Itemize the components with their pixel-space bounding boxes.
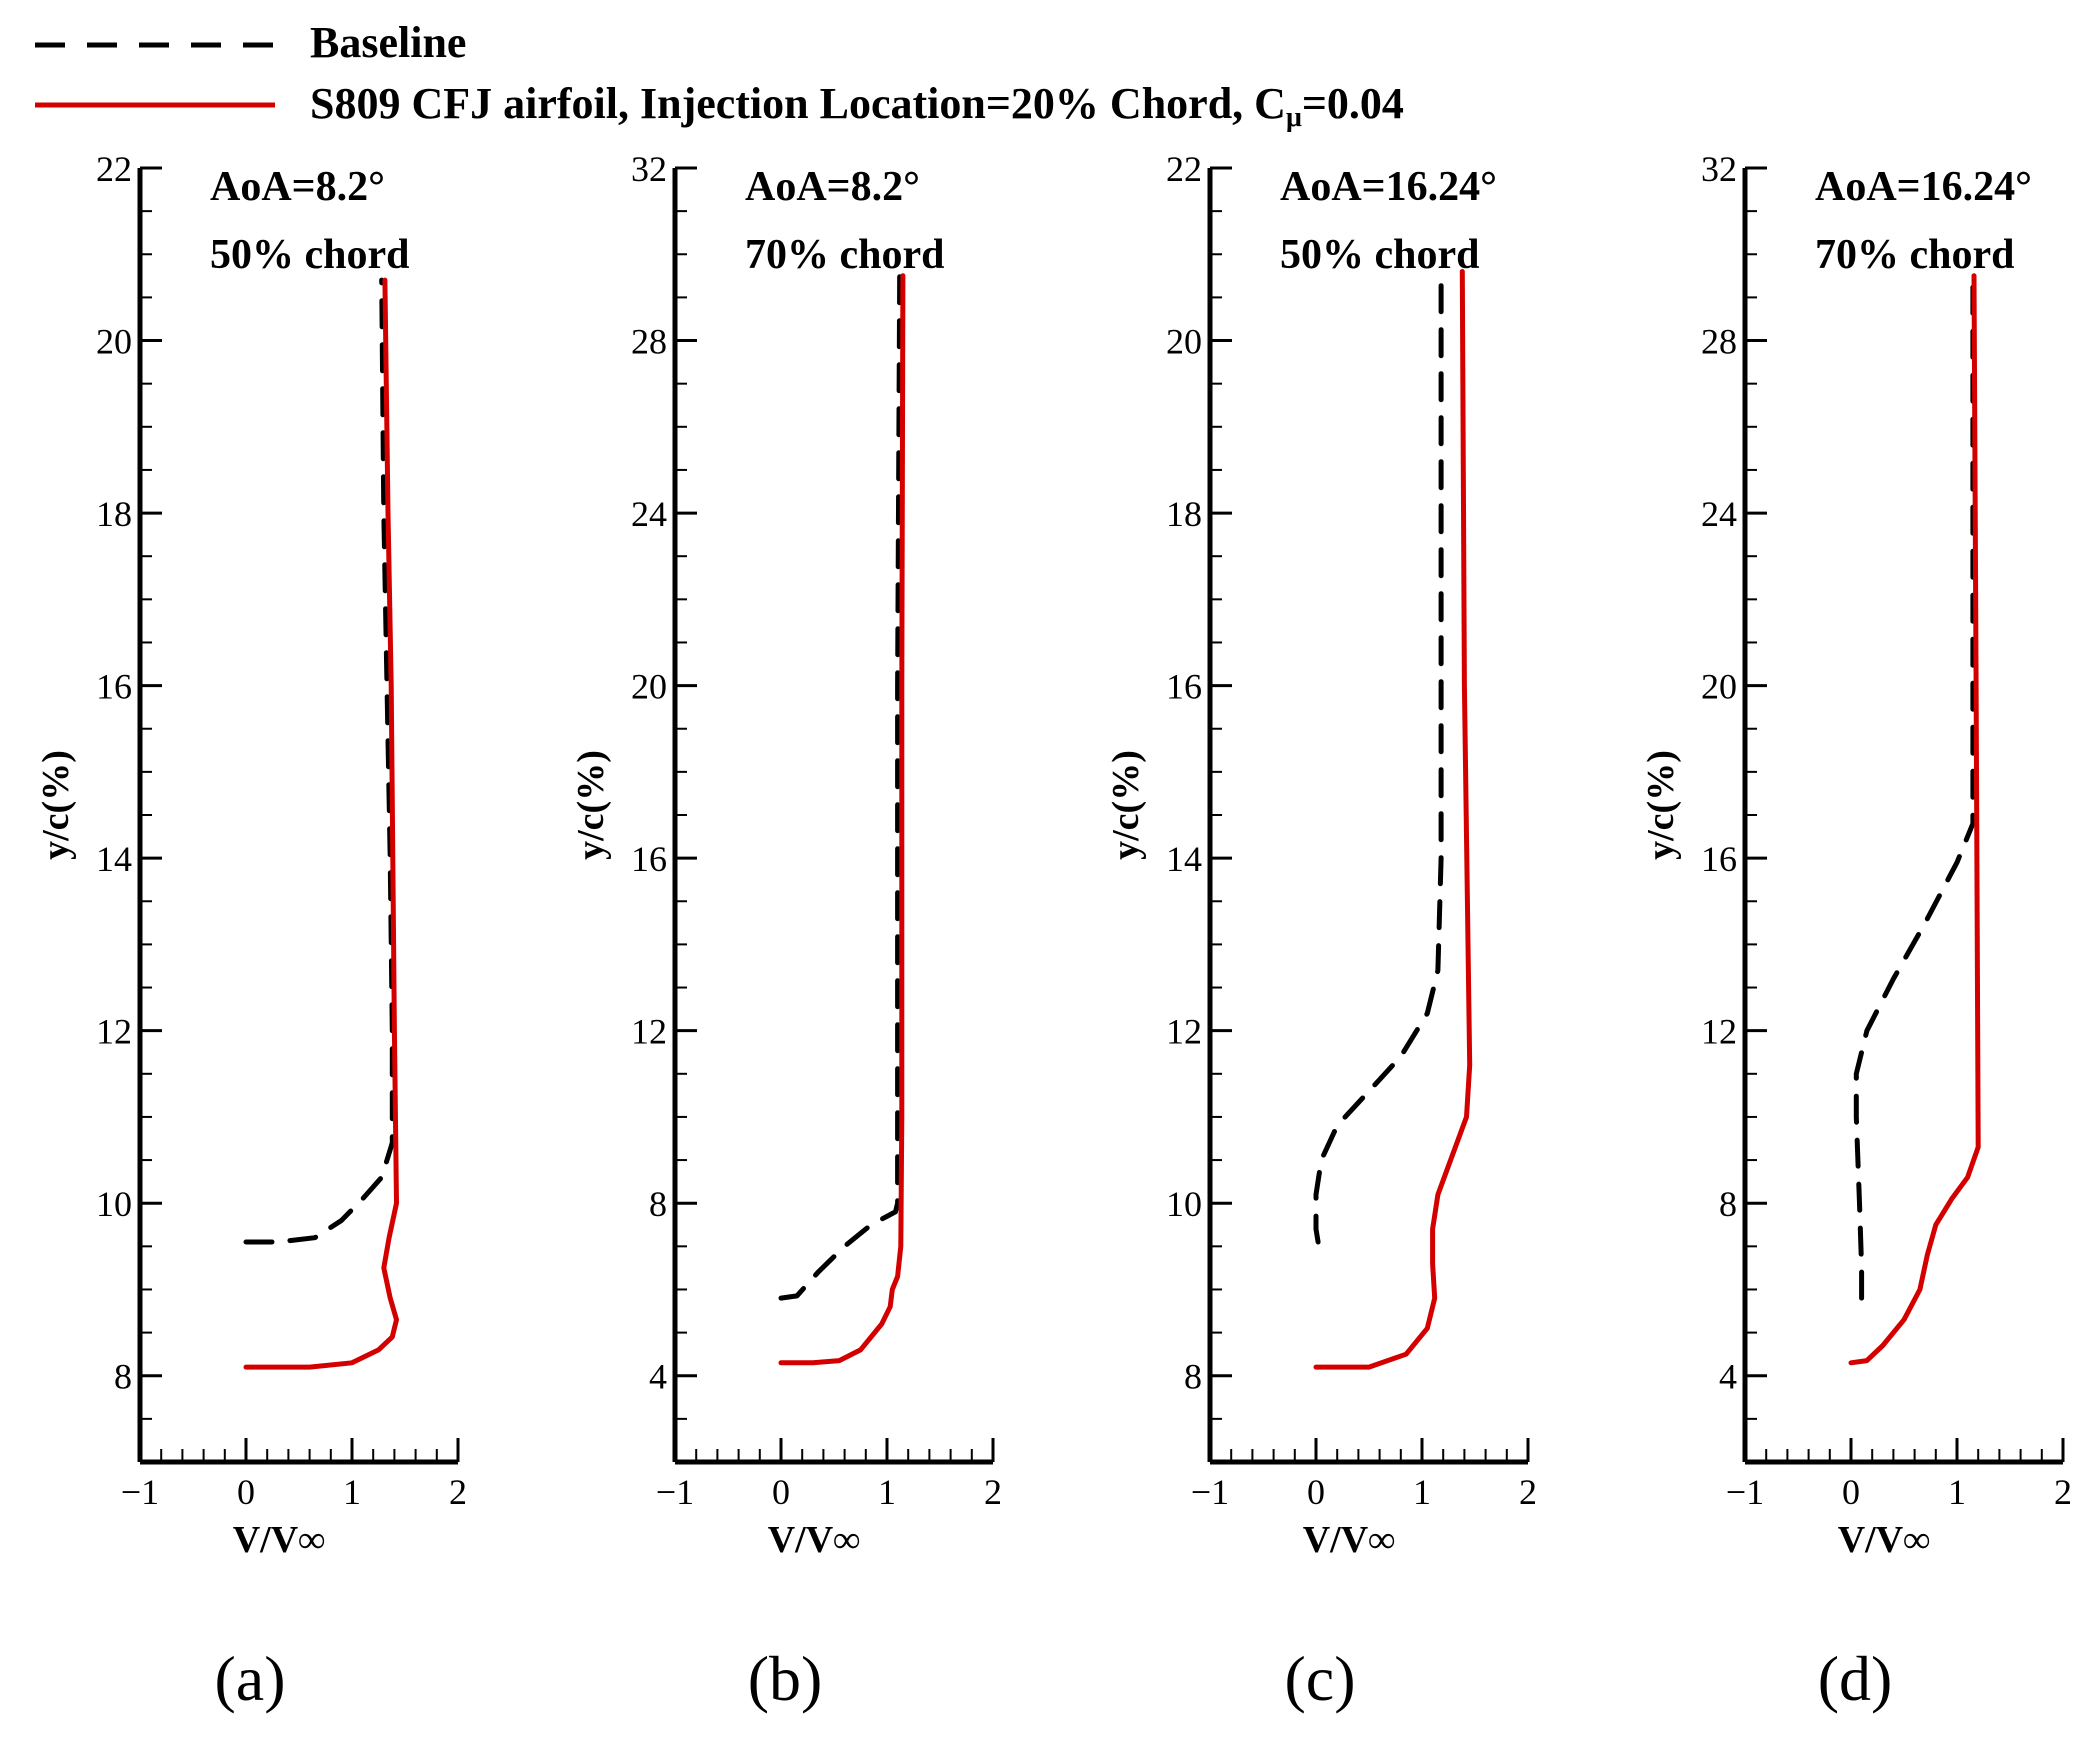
y-tick-label: 12 xyxy=(631,1012,667,1052)
y-tick-label: 32 xyxy=(631,149,667,189)
x-axis-label: V/V∞ xyxy=(1838,1519,1931,1561)
y-axis-label: y/c(%) xyxy=(35,750,77,860)
x-tick-label: −1 xyxy=(1191,1472,1229,1512)
x-axis-label: V/V∞ xyxy=(1303,1519,1396,1561)
y-tick-label: 28 xyxy=(631,322,667,362)
x-axis-label: V/V∞ xyxy=(768,1519,861,1561)
x-tick-label: −1 xyxy=(1726,1472,1764,1512)
y-axis-label: y/c(%) xyxy=(1640,750,1682,860)
y-tick-label: 20 xyxy=(631,667,667,707)
panel-label: (b) xyxy=(748,1643,823,1714)
cfj-series-line xyxy=(1313,269,1473,1370)
x-tick-label: 1 xyxy=(1948,1472,1966,1512)
x-tick-label: 0 xyxy=(1842,1472,1860,1512)
x-tick-label: −1 xyxy=(656,1472,694,1512)
y-tick-label: 24 xyxy=(631,494,667,534)
y-tick-label: 12 xyxy=(1166,1012,1202,1052)
panel-annotation: AoA=16.24° xyxy=(1280,164,1497,210)
y-tick-label: 10 xyxy=(1166,1184,1202,1224)
y-tick-label: 24 xyxy=(1701,494,1737,534)
y-tick-label: 14 xyxy=(96,839,132,879)
y-tick-label: 16 xyxy=(1701,839,1737,879)
panel-annotation: 70% chord xyxy=(1815,232,2015,278)
y-tick-label: 22 xyxy=(96,149,132,189)
y-tick-label: 20 xyxy=(1701,667,1737,707)
legend-cfj-label: S809 CFJ airfoil, Injection Location=20%… xyxy=(310,79,1404,133)
panel-annotation: 70% chord xyxy=(745,232,945,278)
y-tick-label: 28 xyxy=(1701,322,1737,362)
y-axis-label: y/c(%) xyxy=(1105,750,1147,860)
cfj-series-line xyxy=(1848,273,1981,1366)
x-tick-label: 1 xyxy=(1413,1472,1431,1512)
panel-label: (d) xyxy=(1818,1643,1893,1714)
y-tick-label: 32 xyxy=(1701,149,1737,189)
baseline-series-line xyxy=(243,277,395,1245)
y-tick-label: 16 xyxy=(631,839,667,879)
panel-annotation: AoA=16.24° xyxy=(1815,164,2032,210)
legend: Baseline S809 CFJ airfoil, Injection Loc… xyxy=(35,18,1404,133)
x-tick-label: 2 xyxy=(1519,1472,1537,1512)
baseline-series-line xyxy=(1313,269,1444,1245)
legend-baseline-label: Baseline xyxy=(310,18,466,67)
x-tick-label: 0 xyxy=(1307,1472,1325,1512)
panel-label: (a) xyxy=(214,1643,285,1714)
legend-cfj-label-suffix: =0.04 xyxy=(1302,79,1404,128)
panel-annotation: 50% chord xyxy=(210,232,410,278)
panel-label: (c) xyxy=(1284,1643,1355,1714)
y-tick-label: 4 xyxy=(649,1357,667,1397)
legend-cfj-label-sub: μ xyxy=(1286,102,1302,133)
y-tick-label: 12 xyxy=(1701,1012,1737,1052)
panel-annotation: 50% chord xyxy=(1280,232,1480,278)
x-tick-label: 2 xyxy=(2054,1472,2072,1512)
y-tick-label: 16 xyxy=(1166,667,1202,707)
y-tick-label: 20 xyxy=(1166,322,1202,362)
panel-annotation: AoA=8.2° xyxy=(210,164,385,210)
y-tick-label: 22 xyxy=(1166,149,1202,189)
y-tick-label: 18 xyxy=(1166,494,1202,534)
baseline-series-line xyxy=(778,273,903,1301)
x-tick-label: 0 xyxy=(237,1472,255,1512)
x-tick-label: 1 xyxy=(878,1472,896,1512)
cfj-series-line xyxy=(243,277,399,1370)
y-axis-label: y/c(%) xyxy=(570,750,612,860)
cfj-series-line xyxy=(778,273,906,1366)
y-tick-label: 4 xyxy=(1719,1357,1737,1397)
y-tick-label: 8 xyxy=(114,1357,132,1397)
y-tick-label: 8 xyxy=(1184,1357,1202,1397)
y-tick-label: 8 xyxy=(649,1184,667,1224)
y-tick-label: 12 xyxy=(96,1012,132,1052)
y-tick-label: 8 xyxy=(1719,1184,1737,1224)
legend-cfj-label-main: S809 CFJ airfoil, Injection Location=20%… xyxy=(310,79,1286,128)
x-tick-label: 2 xyxy=(984,1472,1002,1512)
x-tick-label: 2 xyxy=(449,1472,467,1512)
x-tick-label: −1 xyxy=(121,1472,159,1512)
y-tick-label: 10 xyxy=(96,1184,132,1224)
panel-annotation: AoA=8.2° xyxy=(745,164,920,210)
x-tick-label: 0 xyxy=(772,1472,790,1512)
y-tick-label: 18 xyxy=(96,494,132,534)
y-tick-label: 14 xyxy=(1166,839,1202,879)
x-axis-label: V/V∞ xyxy=(233,1519,326,1561)
y-tick-label: 16 xyxy=(96,667,132,707)
y-tick-label: 20 xyxy=(96,322,132,362)
baseline-series-line xyxy=(1853,273,1976,1301)
x-tick-label: 1 xyxy=(343,1472,361,1512)
